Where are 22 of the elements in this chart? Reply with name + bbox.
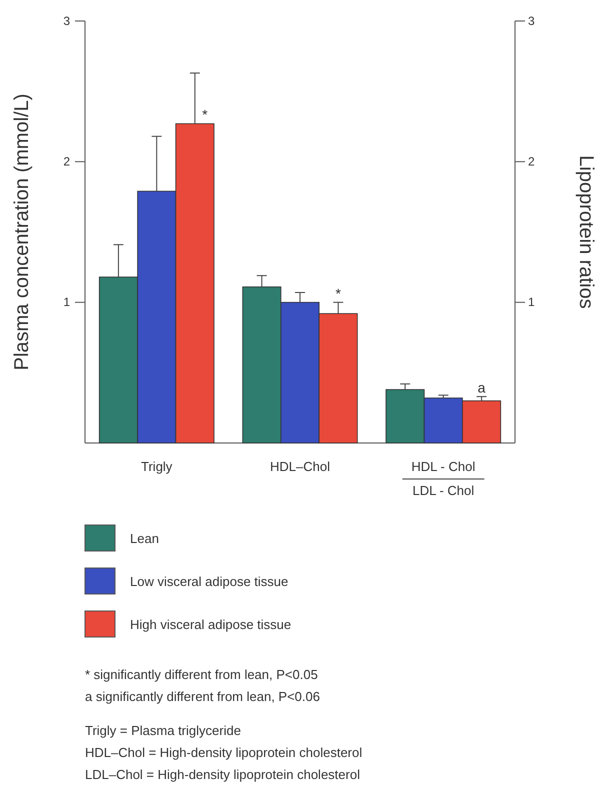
legend-label: Lean — [130, 531, 159, 546]
legend-label: High visceral adipose tissue — [130, 617, 292, 632]
data-label: a — [478, 380, 486, 396]
y2-tick-label: 3 — [528, 14, 535, 28]
y2-axis-title: Lipoprotein ratios — [575, 155, 597, 309]
y-tick-label: 2 — [63, 154, 70, 169]
data-label: * — [335, 285, 342, 302]
text: Trigly = Plasma triglyceride — [85, 723, 241, 738]
text: a significantly different from lean, P<0.06 — [85, 689, 320, 704]
y-axis-title: Plasma concentration (mmol/L) — [11, 94, 33, 370]
y2-tick-label: 1 — [528, 295, 535, 310]
y-tick-label: 3 — [63, 14, 70, 28]
legend-label: Low visceral adipose tissue — [130, 574, 288, 589]
text: LDL–Chol = High-density lipoprotein cholesterol — [85, 767, 360, 782]
data-label: * — [202, 106, 208, 123]
text: HDL–Chol = High-density lipoprotein cholesterol — [85, 745, 362, 760]
y2-tick-label: 2 — [528, 154, 535, 169]
x-tick-label: HDL - Chol LDL - Chol — [411, 459, 476, 498]
y-tick-label: 1 — [63, 295, 70, 310]
x-tick-label: Trigly — [141, 459, 173, 474]
text: * significantly different from lean, P<0.05 — [85, 667, 318, 682]
x-tick-label: HDL–Chol — [270, 459, 330, 474]
